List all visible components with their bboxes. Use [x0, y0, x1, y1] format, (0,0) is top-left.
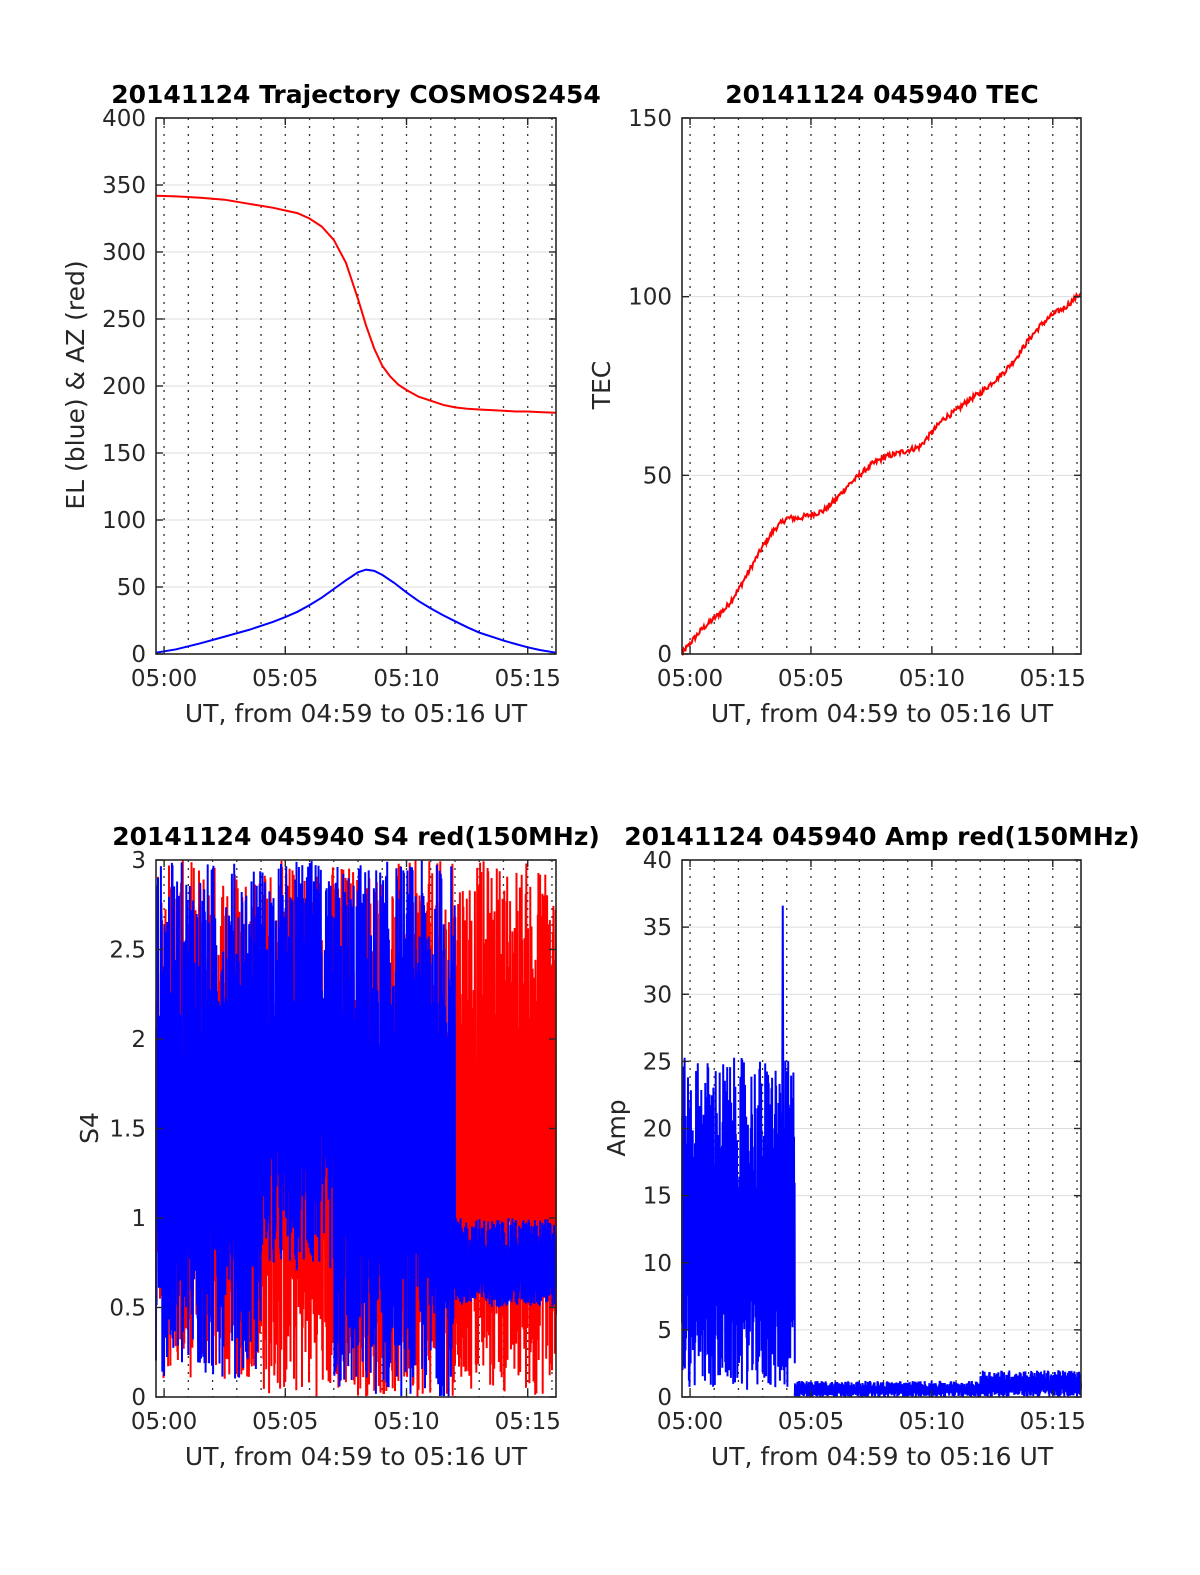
y-tick-label: 400 [102, 106, 146, 132]
trajectory-title: 20141124 Trajectory COSMOS2454 [111, 80, 601, 109]
x-tick-label: 05:05 [778, 1409, 844, 1435]
x-tick-label: 05:10 [899, 666, 965, 692]
series-segment-1-1 [793, 1380, 982, 1398]
y-tick-label: 50 [117, 575, 146, 601]
amp-ylabel: Amp [602, 1099, 631, 1156]
trajectory-panel: 20141124 Trajectory COSMOS2454 UT, from … [61, 80, 601, 728]
x-tick-label: 05:10 [373, 1409, 439, 1435]
series-segment-1-0 [681, 1057, 796, 1390]
series-line-0 [681, 291, 1082, 657]
trajectory-xlabel: UT, from 04:59 to 05:16 UT [185, 699, 528, 728]
s4-panel: 20141124 045940 S4 red(150MHz) UT, from … [75, 822, 600, 1471]
s4-ylabel: S4 [75, 1112, 104, 1144]
y-tick-label: 5 [657, 1318, 672, 1344]
y-tick-label: 100 [102, 508, 146, 534]
x-tick-label: 05:15 [495, 666, 561, 692]
y-tick-label: 150 [102, 441, 146, 467]
y-tick-label: 250 [102, 307, 146, 333]
series-layer [681, 291, 1082, 657]
amp-xlabel: UT, from 04:59 to 05:16 UT [711, 1442, 1054, 1471]
x-tick-label: 05:15 [1020, 1409, 1086, 1435]
y-tick-label: 100 [628, 285, 672, 311]
y-tick-label: 25 [643, 1049, 672, 1075]
y-tick-label: 0 [657, 1385, 672, 1411]
plot-area [682, 118, 1081, 654]
y-tick-label: 10 [643, 1251, 672, 1277]
series-segment-1-2 [332, 860, 456, 1397]
x-tick-label: 05:00 [657, 666, 723, 692]
y-tick-label: 35 [643, 915, 672, 941]
series-segment-1-3 [454, 1218, 557, 1308]
x-tick-label: 05:00 [657, 1409, 723, 1435]
tec-panel: 20141124 045940 TEC UT, from 04:59 to 05… [587, 80, 1086, 728]
trajectory-ylabel: EL (blue) & AZ (red) [61, 260, 90, 509]
series-layer [155, 194, 557, 654]
s4-xlabel: UT, from 04:59 to 05:16 UT [185, 1442, 528, 1471]
series-layer [155, 860, 557, 1397]
amp-panel: 20141124 045940 Amp red(150MHz) UT, from… [602, 822, 1140, 1471]
y-tick-label: 1 [131, 1206, 146, 1232]
x-tick-label: 05:10 [373, 666, 439, 692]
y-tick-label: 50 [643, 463, 672, 489]
x-tick-label: 05:05 [778, 666, 844, 692]
y-tick-label: 3 [131, 848, 146, 874]
tec-ylabel: TEC [587, 361, 616, 411]
y-tick-label: 15 [643, 1184, 672, 1210]
y-tick-label: 2 [131, 1027, 146, 1053]
series-layer [681, 905, 1082, 1398]
tec-title: 20141124 045940 TEC [725, 80, 1038, 109]
y-tick-label: 0.5 [109, 1296, 146, 1322]
y-tick-label: 200 [102, 374, 146, 400]
y-tick-label: 30 [643, 982, 672, 1008]
axes-box [681, 117, 1082, 655]
x-tick-label: 05:05 [252, 1409, 318, 1435]
series-segment-1-0 [155, 862, 263, 1379]
y-tick-label: 300 [102, 240, 146, 266]
x-tick-label: 05:00 [131, 1409, 197, 1435]
x-tick-label: 05:15 [1020, 666, 1086, 692]
y-tick-label: 2.5 [109, 938, 146, 964]
y-tick-label: 1.5 [109, 1117, 146, 1143]
y-tick-label: 0 [131, 1385, 146, 1411]
series-line-1 [155, 568, 557, 654]
y-tick-label: 350 [102, 173, 146, 199]
x-tick-label: 05:05 [252, 666, 318, 692]
s4-title: 20141124 045940 S4 red(150MHz) [112, 822, 600, 851]
series-segment-1-2 [979, 1370, 1082, 1398]
series-line-0 [155, 194, 557, 414]
series-segment-0-1 [260, 860, 456, 1397]
x-tick-label: 05:15 [495, 1409, 561, 1435]
amp-title: 20141124 045940 Amp red(150MHz) [624, 822, 1140, 851]
y-tick-label: 0 [657, 642, 672, 668]
amp-peak [780, 905, 785, 1371]
tec-xlabel: UT, from 04:59 to 05:16 UT [711, 699, 1054, 728]
x-tick-label: 05:00 [131, 666, 197, 692]
y-tick-label: 0 [131, 642, 146, 668]
y-tick-label: 20 [643, 1117, 672, 1143]
series-segment-0-2 [454, 861, 557, 1395]
y-tick-label: 40 [643, 848, 672, 874]
series-segment-1-1 [260, 860, 335, 1271]
x-tick-label: 05:10 [899, 1409, 965, 1435]
y-tick-label: 150 [628, 106, 672, 132]
